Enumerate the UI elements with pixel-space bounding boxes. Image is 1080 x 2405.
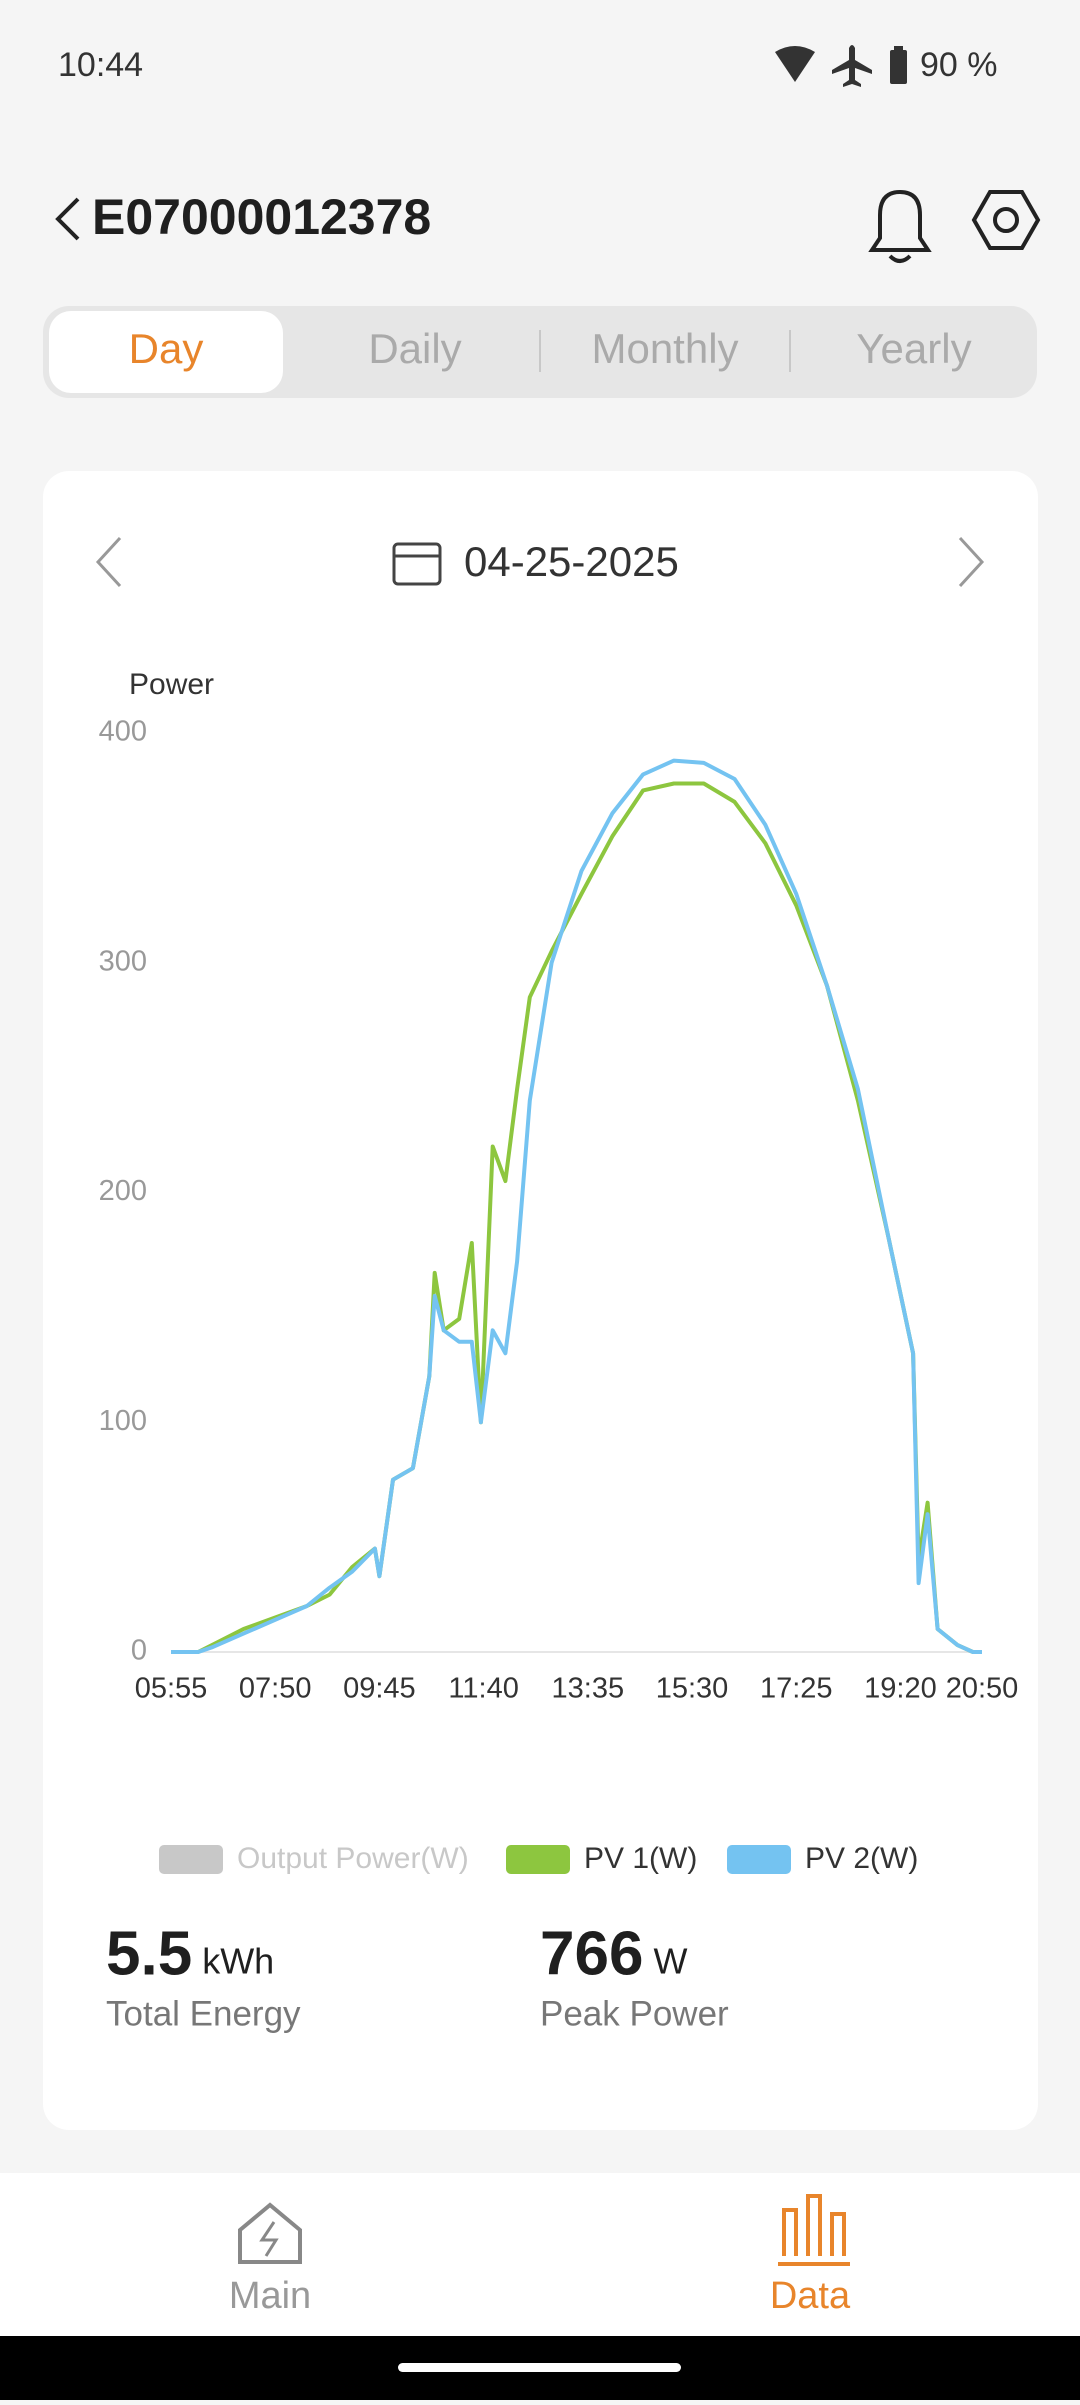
back-button[interactable] [55, 197, 80, 241]
x-tick-label: 09:45 [343, 1673, 416, 1705]
battery-tip [894, 46, 903, 51]
date-label[interactable]: 04-25-2025 [464, 538, 679, 585]
tab[interactable]: Monthly [591, 325, 738, 372]
airplane-icon [832, 45, 872, 87]
series-line [171, 758, 982, 1654]
battery-text: 90 % [920, 46, 998, 84]
device-title: E07000012378 [92, 189, 431, 245]
x-tick-label: 15:30 [656, 1673, 729, 1705]
legend-swatch[interactable] [506, 1845, 570, 1874]
tab[interactable]: Daily [368, 325, 461, 372]
settings-icon[interactable] [971, 190, 1041, 250]
x-tick-label: 20:50 [946, 1673, 1019, 1705]
prev-date[interactable] [95, 536, 122, 588]
y-tick-label: 300 [99, 945, 147, 977]
legend-swatch[interactable] [727, 1845, 791, 1874]
x-tick-label: 05:55 [135, 1673, 208, 1705]
settings-icon-center [993, 207, 1019, 233]
main-icon[interactable] [238, 2202, 302, 2264]
x-tick-label: 13:35 [552, 1673, 625, 1705]
x-tick-label: 11:40 [448, 1673, 518, 1705]
summary-value: 766 [540, 1919, 643, 1988]
y-axis-label: Power [129, 668, 214, 701]
x-tick-label: 17:25 [760, 1673, 833, 1705]
next-date[interactable] [958, 536, 985, 588]
summary-label: Peak Power [540, 1994, 729, 2033]
data-icon[interactable] [778, 2194, 850, 2266]
wifi-icon [775, 46, 815, 82]
nav-label[interactable]: Data [770, 2275, 851, 2317]
status-time: 10:44 [58, 46, 143, 84]
chart-card [43, 471, 1038, 2130]
x-tick-label: 19:20 [864, 1673, 937, 1705]
summary-unit: W [653, 1941, 687, 1982]
bottom-nav [0, 2173, 1080, 2336]
y-tick-label: 400 [99, 716, 147, 748]
tab[interactable]: Day [129, 325, 204, 372]
summary-value: 5.5 [106, 1919, 192, 1988]
tab-active [49, 311, 283, 393]
calendar-icon [392, 542, 442, 586]
legend-label[interactable]: PV 2(W) [805, 1842, 918, 1875]
main-icon-bolt [259, 2221, 279, 2257]
legend-label[interactable]: Output Power(W) [237, 1842, 469, 1875]
bell-icon[interactable] [868, 189, 932, 263]
summary-label: Total Energy [106, 1994, 301, 2033]
y-tick-label: 100 [99, 1405, 147, 1437]
legend-label[interactable]: PV 1(W) [584, 1842, 697, 1875]
legend-swatch[interactable] [159, 1845, 223, 1874]
summary-unit: kWh [202, 1941, 274, 1982]
battery-icon [890, 50, 907, 84]
tab[interactable]: Yearly [856, 325, 971, 372]
x-tick-label: 07:50 [239, 1673, 312, 1705]
home-handle[interactable] [398, 2363, 681, 2372]
y-tick-label: 200 [99, 1175, 147, 1207]
nav-label[interactable]: Main [229, 2275, 311, 2317]
y-tick-label: 0 [131, 1635, 147, 1667]
